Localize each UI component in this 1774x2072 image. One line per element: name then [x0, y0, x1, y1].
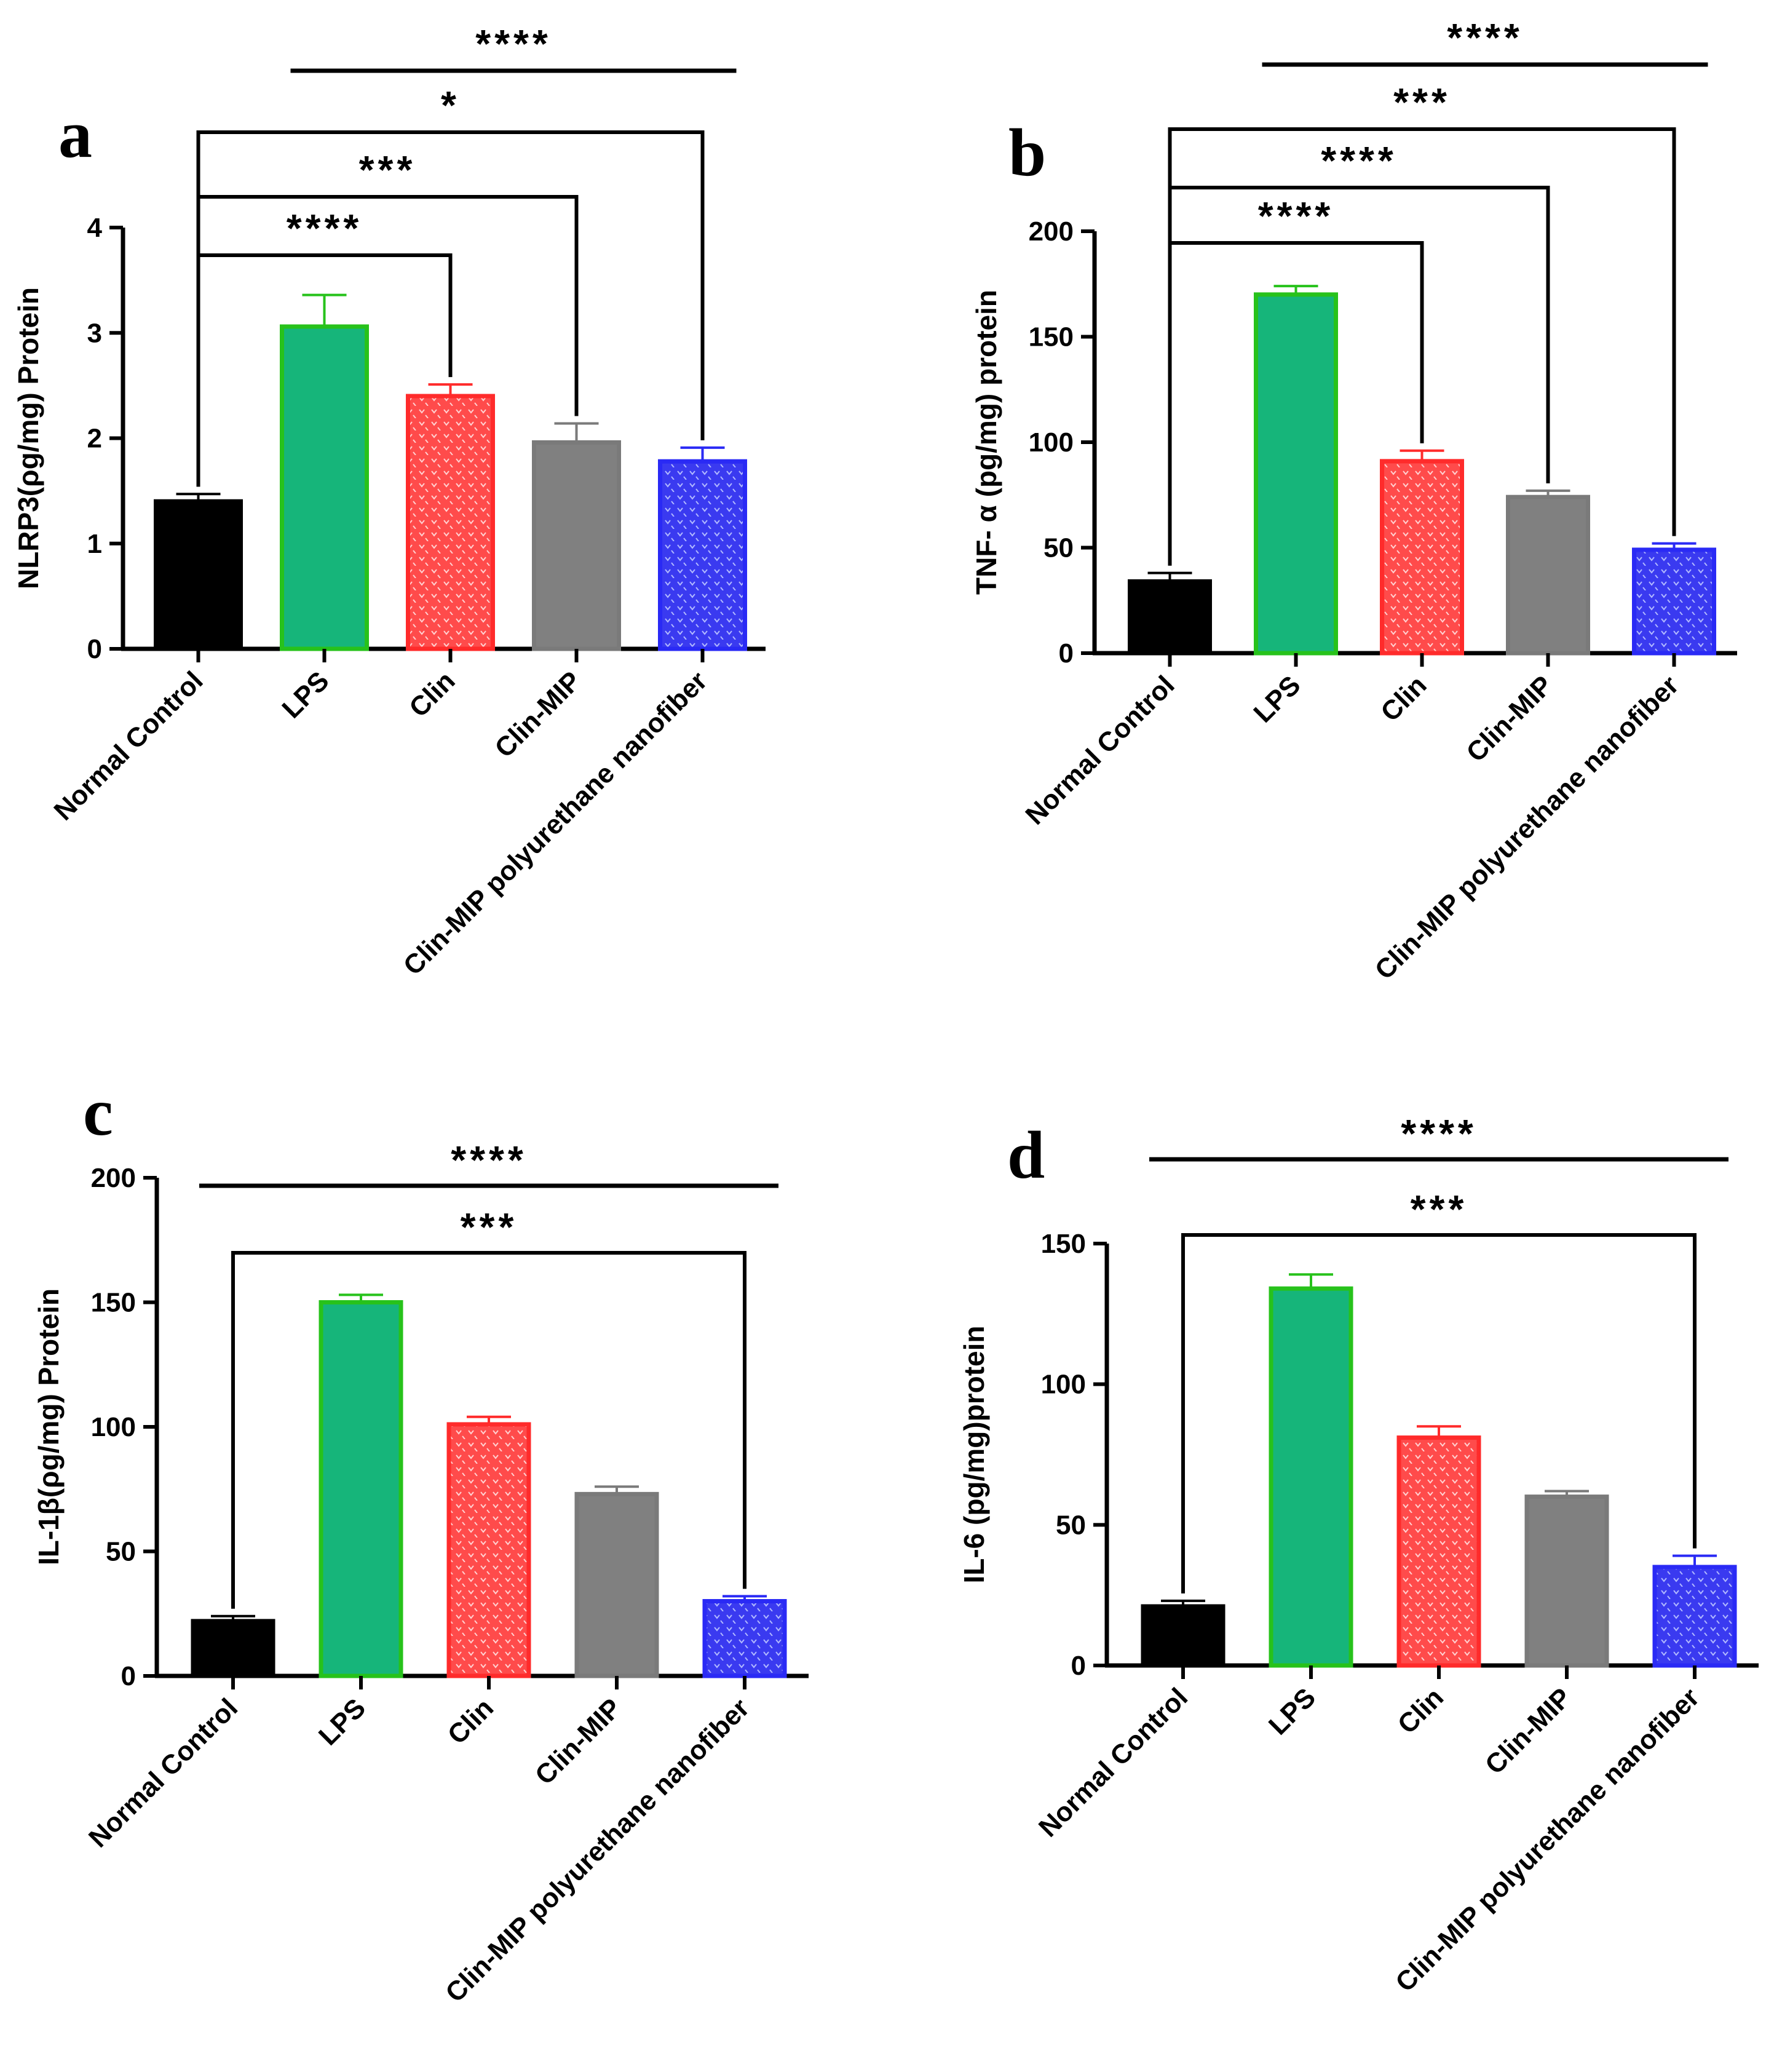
y-tick-label: 100 — [91, 1412, 136, 1442]
panel-d: d 0 50 100 150 IL-6 (pg/mg)protein Normal Cont… — [958, 1111, 1759, 1998]
y-tick-label: 100 — [1041, 1370, 1086, 1400]
y-tick-label: 2 — [87, 424, 102, 454]
bar-c-0 — [191, 1619, 275, 1678]
bar-a-2 — [406, 394, 495, 651]
bar-a-0 — [154, 499, 243, 651]
bar-a-4 — [658, 459, 747, 651]
y-tick-label: 0 — [87, 634, 102, 664]
significance-bracket — [1181, 1233, 1697, 1594]
y-tick-label: 150 — [1029, 322, 1074, 352]
bar-d-1 — [1269, 1286, 1353, 1668]
panel-letter: a — [58, 97, 92, 172]
bar-a-3 — [532, 440, 621, 651]
bar-c-4 — [702, 1599, 787, 1678]
significance-label: **** — [475, 22, 552, 66]
category-label: LPS — [1248, 670, 1306, 728]
significance-label: **** — [1447, 15, 1523, 60]
category-label: Clin — [1392, 1682, 1449, 1739]
y-tick-label: 0 — [1071, 1651, 1086, 1681]
panel-a: a 0 1 2 3 4 NLRP3(ρg/mg) Protein Normal Control… — [12, 22, 766, 981]
y-tick-label: 200 — [91, 1163, 136, 1193]
category-label: Clin-MIP — [1479, 1682, 1577, 1780]
bar-d-0 — [1141, 1604, 1226, 1668]
y-tick-label: 100 — [1029, 427, 1074, 458]
category-label: Clin-MIP — [489, 665, 587, 763]
y-tick-label: 150 — [91, 1288, 136, 1318]
bar-b-2 — [1380, 459, 1464, 656]
y-tick-label: 50 — [1056, 1510, 1086, 1540]
significance-bracket — [231, 1251, 746, 1609]
bar-d-3 — [1524, 1494, 1609, 1668]
bar-b-4 — [1632, 547, 1716, 656]
significance-bracket — [1168, 241, 1424, 566]
y-tick-label: 200 — [1029, 216, 1074, 247]
bar-d-2 — [1396, 1435, 1481, 1668]
y-tick-label: 0 — [121, 1661, 136, 1691]
bar-a-1 — [280, 324, 369, 651]
significance-label: *** — [359, 148, 416, 192]
bar-b-0 — [1128, 579, 1212, 656]
category-label: Clin-MIP — [1460, 670, 1558, 768]
significance-label: **** — [287, 206, 363, 250]
panel-letter: d — [1007, 1117, 1045, 1193]
panel-b: b 0 50 100 150 200 TNF- α (pg/mg) protein Norma… — [970, 15, 1737, 985]
bar-d-4 — [1652, 1565, 1737, 1668]
category-label: Clin — [442, 1693, 499, 1750]
panel-letter: c — [83, 1074, 113, 1149]
significance-label: **** — [451, 1138, 527, 1182]
y-tick-label: 1 — [87, 529, 102, 559]
bar-b-1 — [1254, 292, 1338, 656]
significance-label: **** — [1258, 194, 1334, 238]
category-label: Normal Control — [1020, 670, 1180, 830]
significance-bracket — [196, 253, 453, 487]
y-tick-label: 50 — [1043, 533, 1074, 563]
y-axis-label: IL-6 (pg/mg)protein — [958, 1325, 990, 1583]
category-label: Clin — [403, 665, 461, 723]
bar-c-3 — [574, 1491, 659, 1678]
category-label: LPS — [1263, 1682, 1321, 1741]
category-label: Normal Control — [48, 665, 208, 826]
category-label: Normal Control — [1033, 1682, 1194, 1843]
significance-label: * — [441, 83, 460, 127]
bar-c-1 — [319, 1300, 403, 1678]
significance-label: *** — [1411, 1187, 1468, 1231]
y-tick-label: 150 — [1041, 1229, 1086, 1259]
y-axis-label: NLRP3(ρg/mg) Protein — [12, 287, 44, 589]
category-label: LPS — [313, 1693, 371, 1751]
category-label: LPS — [276, 665, 335, 724]
panel-letter: b — [1008, 115, 1046, 190]
y-tick-label: 4 — [87, 213, 103, 243]
y-axis-label: TNF- α (pg/mg) protein — [970, 290, 1002, 595]
significance-label: *** — [461, 1205, 518, 1249]
bar-b-3 — [1506, 494, 1590, 656]
category-label: Clin — [1375, 670, 1432, 727]
y-tick-label: 50 — [106, 1537, 136, 1567]
y-axis-label: IL-1β(ρg/mg) Protein — [33, 1288, 65, 1565]
y-tick-label: 3 — [87, 318, 102, 348]
significance-bracket — [196, 195, 579, 487]
significance-label: **** — [1321, 138, 1397, 183]
significance-label: *** — [1393, 80, 1451, 124]
y-tick-label: 0 — [1059, 638, 1074, 669]
bar-c-2 — [446, 1422, 531, 1678]
category-label: Normal Control — [83, 1693, 244, 1853]
significance-label: **** — [1401, 1111, 1477, 1156]
panel-c: c 0 50 100 150 200 IL-1β(ρg/mg) Protein Normal … — [33, 1074, 809, 2008]
category-label: Clin-MIP — [529, 1693, 627, 1790]
